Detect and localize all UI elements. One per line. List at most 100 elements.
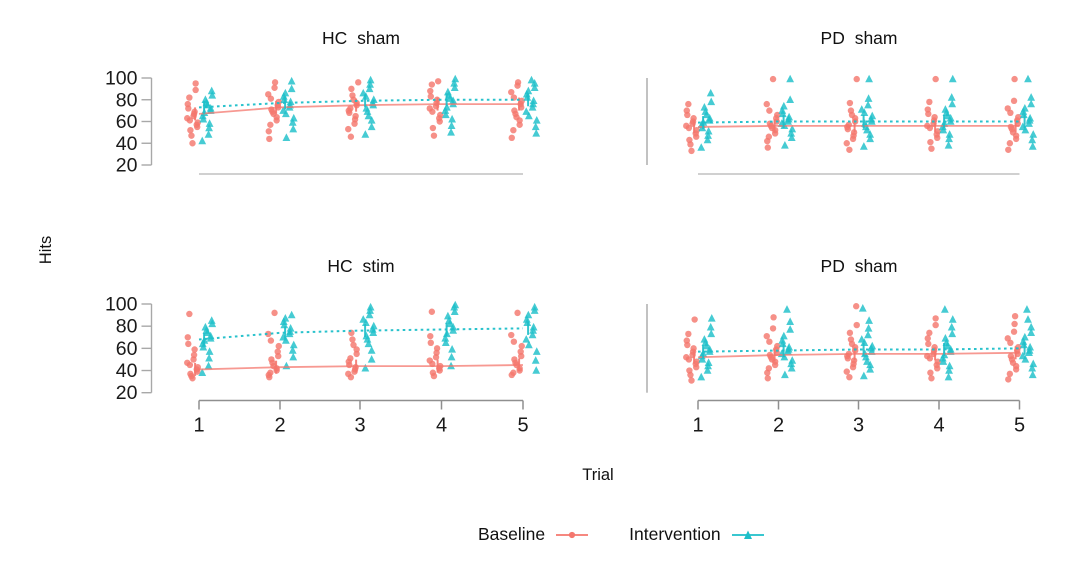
data-point-baseline — [274, 348, 281, 355]
legend: Baseline Intervention — [478, 524, 765, 545]
data-point-baseline — [850, 357, 858, 364]
data-point-baseline — [267, 369, 274, 376]
data-point-intervention — [528, 330, 537, 339]
y-tick-label: 100 — [105, 294, 138, 316]
data-point-intervention — [450, 79, 459, 87]
data-point-intervention — [367, 346, 376, 354]
data-point-intervention — [778, 336, 787, 344]
data-point-baseline — [1007, 123, 1015, 131]
data-point-intervention — [198, 368, 207, 376]
data-point-baseline — [427, 93, 434, 100]
data-point-intervention — [531, 122, 540, 131]
data-point-intervention — [704, 126, 713, 135]
legend-item-intervention: Intervention — [629, 524, 764, 545]
data-point-intervention — [1027, 322, 1036, 331]
data-point-baseline — [686, 367, 693, 374]
data-point-intervention — [1027, 99, 1036, 108]
data-point-baseline — [434, 78, 442, 85]
legend-label-intervention: Intervention — [629, 524, 721, 544]
data-point-intervention — [367, 355, 376, 363]
data-point-baseline — [688, 377, 695, 384]
data-point-intervention — [945, 361, 954, 370]
data-point-intervention — [1024, 74, 1032, 83]
data-point-intervention — [1020, 332, 1029, 341]
data-point-baseline — [765, 133, 773, 140]
data-point-baseline — [433, 345, 441, 352]
data-point-baseline — [850, 129, 858, 136]
data-point-baseline — [846, 373, 853, 381]
data-point-intervention — [940, 305, 949, 313]
y-tick-label: 20 — [116, 382, 138, 404]
data-point-intervention — [441, 110, 450, 119]
y-tick-label: 40 — [116, 360, 138, 382]
mean-line-intervention — [697, 120, 1020, 124]
data-point-baseline — [194, 119, 201, 126]
data-point-baseline — [426, 105, 433, 112]
data-point-baseline — [845, 121, 853, 128]
data-point-baseline — [518, 342, 525, 350]
data-point-baseline — [847, 107, 855, 114]
data-point-intervention — [947, 93, 956, 101]
data-point-baseline — [271, 79, 279, 86]
data-point-intervention — [868, 111, 877, 120]
data-point-baseline — [690, 345, 697, 352]
data-point-baseline — [683, 122, 690, 130]
data-point-baseline — [186, 310, 193, 318]
data-point-intervention — [700, 335, 709, 343]
data-point-baseline — [349, 336, 356, 343]
data-point-intervention — [785, 342, 793, 351]
data-point-intervention — [367, 122, 376, 131]
data-point-intervention — [1029, 359, 1038, 368]
data-point-intervention — [522, 107, 531, 115]
mean-line-baseline — [198, 364, 524, 371]
data-point-baseline — [764, 375, 771, 382]
legend-label-baseline: Baseline — [478, 524, 546, 544]
legend-item-baseline: Baseline — [478, 524, 589, 545]
data-point-baseline — [763, 332, 770, 340]
data-point-baseline — [187, 370, 194, 378]
data-point-baseline — [517, 348, 524, 355]
y-tick-label: 60 — [116, 111, 138, 133]
data-point-intervention — [948, 329, 957, 338]
data-point-baseline — [925, 340, 932, 348]
data-point-intervention — [707, 97, 716, 106]
data-point-intervention — [289, 113, 298, 122]
data-point-intervention — [524, 86, 533, 95]
data-point-intervention — [706, 88, 715, 97]
data-point-intervention — [524, 111, 533, 120]
data-point-baseline — [349, 92, 356, 99]
data-point-intervention — [365, 310, 374, 319]
data-point-intervention — [441, 333, 450, 342]
data-point-intervention — [786, 325, 795, 333]
data-point-intervention — [787, 363, 796, 372]
data-point-intervention — [205, 119, 214, 127]
x-tick-label: 5 — [1014, 415, 1025, 437]
data-point-baseline — [427, 339, 434, 347]
y-tick-label: 60 — [116, 338, 138, 360]
data-point-baseline — [843, 368, 850, 375]
data-point-intervention — [208, 91, 217, 99]
data-point-intervention — [866, 130, 875, 138]
data-point-intervention — [866, 365, 875, 373]
data-point-intervention — [359, 315, 368, 323]
panel-title-pd-sham-top: PD sham — [820, 28, 898, 48]
data-point-intervention — [530, 302, 539, 311]
data-point-baseline — [514, 79, 522, 86]
data-point-baseline — [510, 338, 518, 345]
x-tick-label: 1 — [193, 415, 204, 437]
data-point-intervention — [522, 315, 531, 323]
data-point-intervention — [697, 372, 706, 381]
data-point-baseline — [192, 80, 199, 87]
data-point-baseline — [1005, 146, 1012, 153]
data-point-baseline — [508, 88, 515, 96]
data-point-baseline — [846, 146, 853, 153]
y-tick-label: 100 — [105, 68, 138, 90]
data-point-baseline — [350, 341, 357, 349]
mean-line-baseline — [697, 351, 1020, 359]
data-point-baseline — [691, 316, 698, 323]
data-point-intervention — [786, 317, 795, 325]
panel-bottom-right: 1 2 3 4 5 — [646, 303, 1038, 437]
baseline-marker-icon — [556, 531, 589, 538]
